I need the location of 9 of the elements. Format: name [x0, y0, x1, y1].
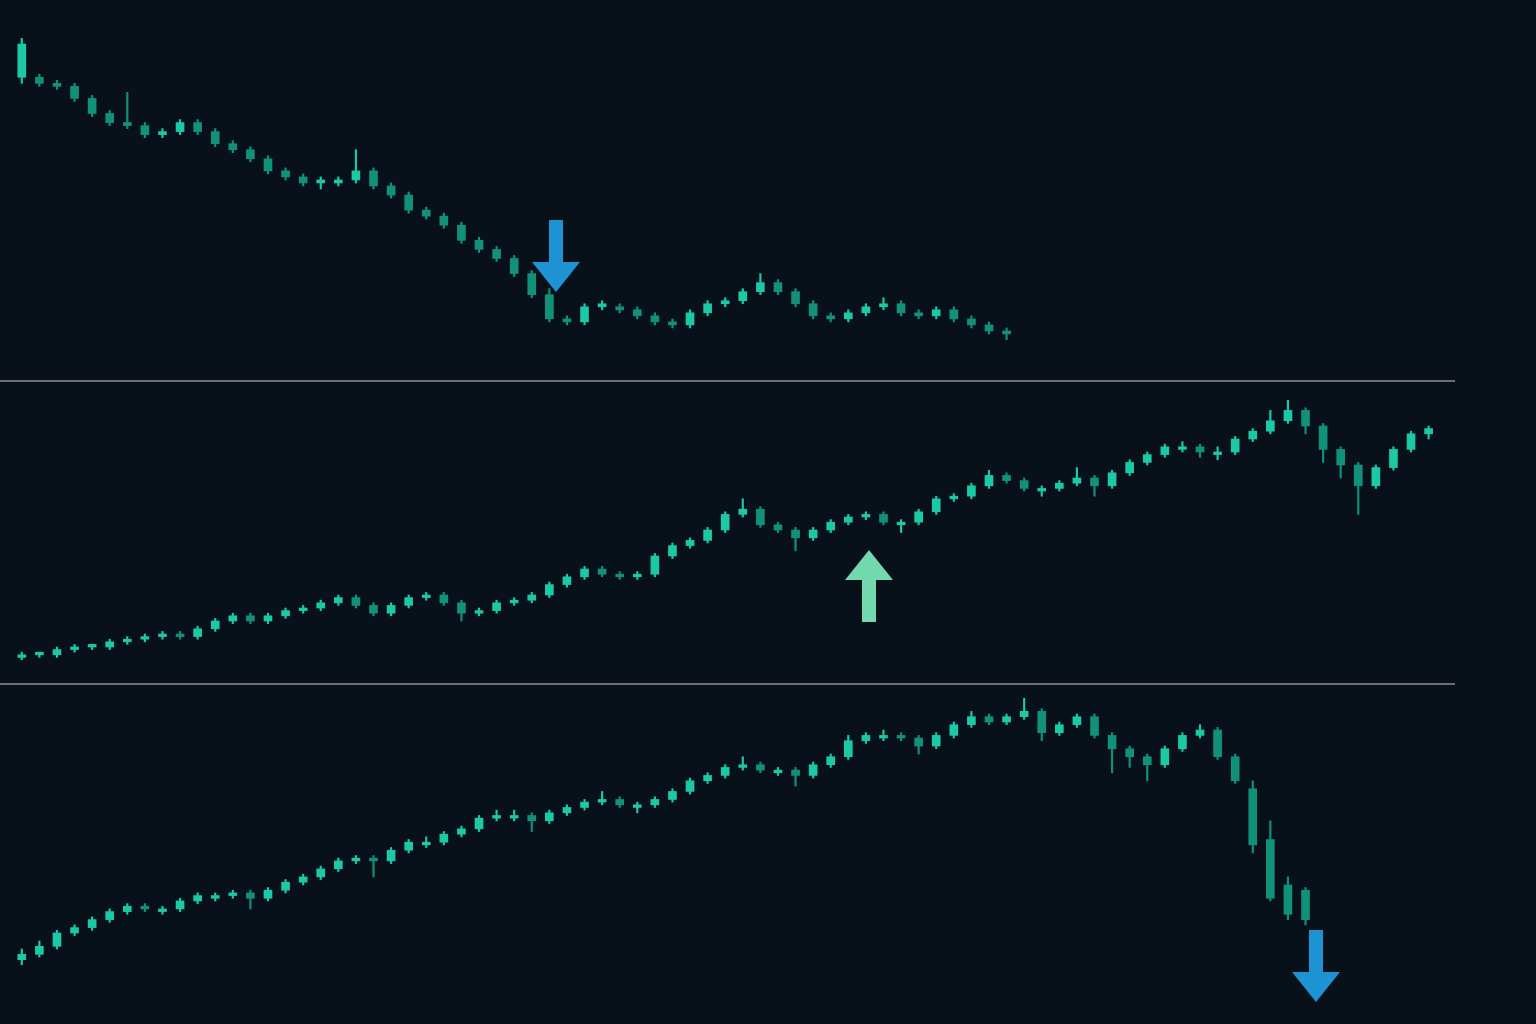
candlestick [369, 855, 378, 878]
candlestick [158, 905, 167, 915]
candlestick [879, 729, 888, 742]
candlestick [879, 297, 888, 311]
candlestick [791, 527, 800, 552]
candlestick [70, 644, 79, 653]
candlestick [791, 767, 800, 787]
candlestick [1090, 475, 1099, 497]
candlestick [158, 631, 167, 640]
